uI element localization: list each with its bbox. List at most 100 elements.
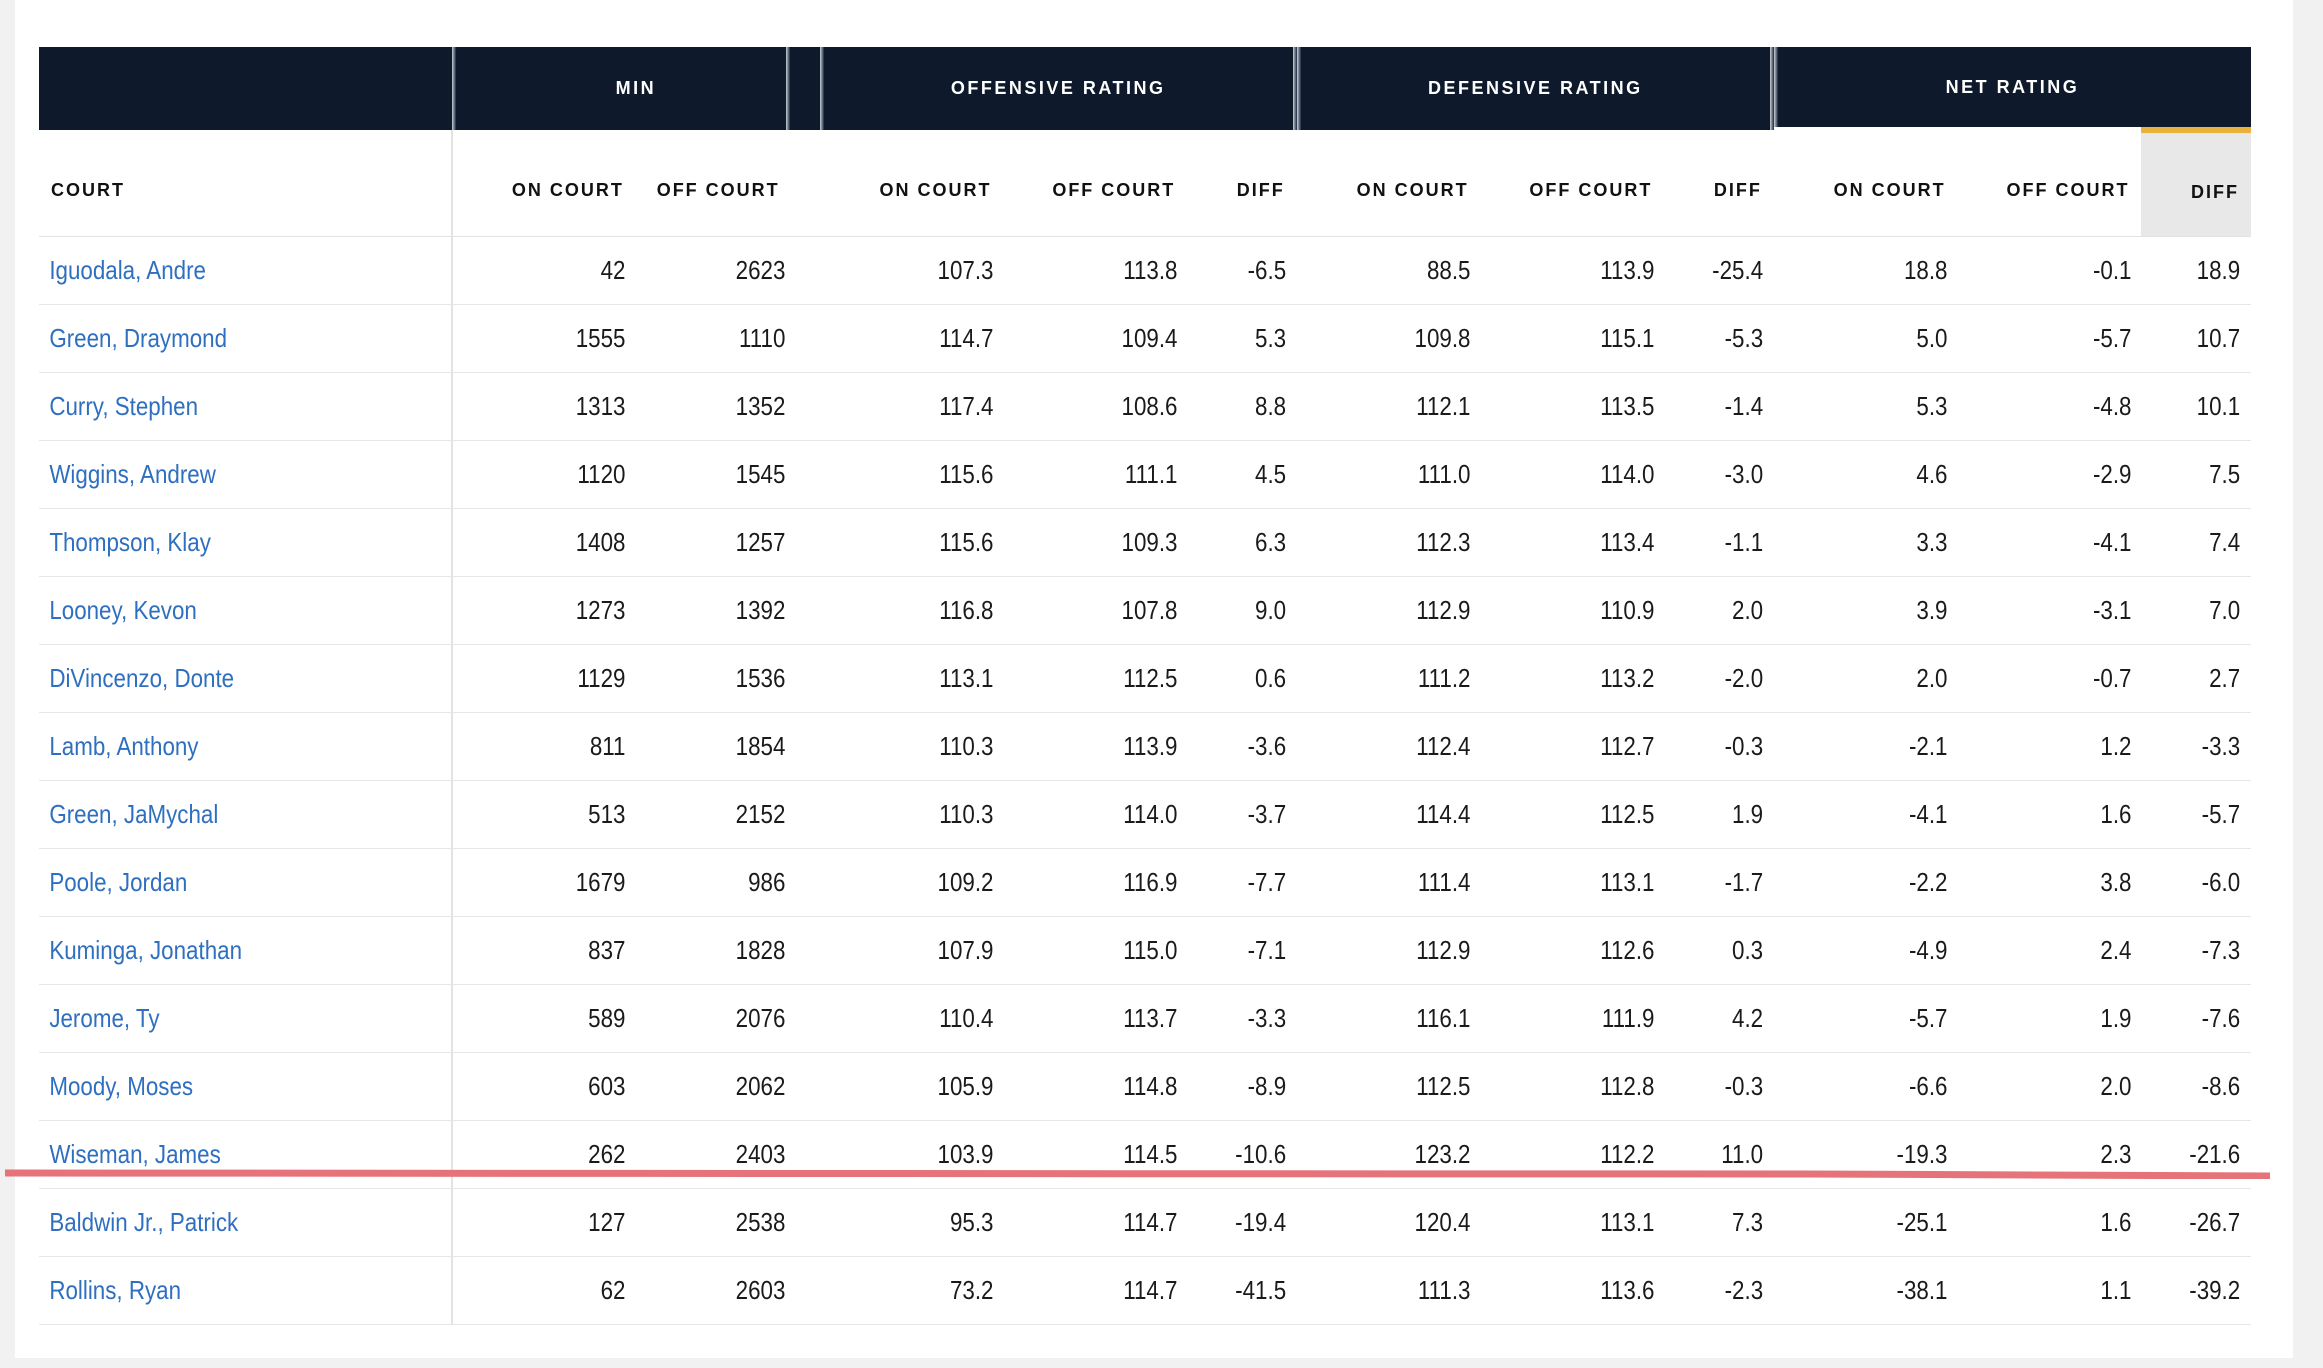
stat-off-off: 113.8 bbox=[1029, 236, 1188, 305]
player-name-link[interactable]: DiVincenzo, Donte bbox=[49, 662, 235, 693]
stat-def-diff: -3.0 bbox=[1679, 440, 1774, 509]
player-name-cell: Wiggins, Andrew bbox=[39, 440, 395, 509]
stat-def-diff: -1.7 bbox=[1679, 848, 1774, 917]
player-name-link[interactable]: Baldwin Jr., Patrick bbox=[49, 1206, 239, 1237]
stat-def-off: 115.1 bbox=[1506, 304, 1665, 373]
stat-def-on: 109.8 bbox=[1322, 304, 1481, 373]
column-header-def-on-court[interactable]: ON COURT bbox=[1296, 130, 1481, 237]
player-name-link[interactable]: Poole, Jordan bbox=[49, 866, 188, 897]
stat-def-diff: -2.0 bbox=[1679, 644, 1774, 713]
stat-min-off: 2623 bbox=[661, 236, 820, 305]
stat-def-off: 112.2 bbox=[1506, 1120, 1665, 1189]
stat-net-off: 1.6 bbox=[1983, 780, 2142, 849]
table-row: Moody, Moses 603 2062 105.9 114.8 -8.9 112.5 11… bbox=[39, 1052, 2251, 1121]
stat-off-off: 109.4 bbox=[1029, 304, 1188, 373]
stat-min-on: 811 bbox=[476, 712, 636, 781]
stat-net-diff: 10.7 bbox=[2156, 304, 2251, 373]
stat-off-on: 107.9 bbox=[845, 916, 1004, 985]
stat-min-on: 513 bbox=[476, 780, 636, 849]
column-header-def-diff[interactable]: DIFF bbox=[1664, 130, 1774, 237]
stat-def-on: 112.9 bbox=[1322, 576, 1481, 645]
stat-off-on: 110.3 bbox=[845, 780, 1004, 849]
stat-off-off: 114.8 bbox=[1029, 1052, 1188, 1121]
column-header-min-off-court[interactable]: OFF COURT bbox=[635, 130, 820, 237]
player-name-link[interactable]: Wiggins, Andrew bbox=[49, 458, 216, 489]
stat-net-diff: -39.2 bbox=[2156, 1256, 2251, 1325]
table-row: Baldwin Jr., Patrick 127 2538 95.3 114.7 -19.… bbox=[39, 1188, 2251, 1257]
stat-def-on: 114.4 bbox=[1322, 780, 1481, 849]
column-header-off-on-court[interactable]: ON COURT bbox=[819, 130, 1004, 237]
stat-def-off: 112.6 bbox=[1506, 916, 1665, 985]
stat-def-diff: 0.3 bbox=[1679, 916, 1774, 985]
stat-min-off: 1352 bbox=[661, 372, 820, 441]
stat-net-off: -0.1 bbox=[1983, 236, 2142, 305]
player-name-link[interactable]: Kuminga, Jonathan bbox=[49, 934, 243, 965]
stat-def-on: 112.3 bbox=[1322, 508, 1481, 577]
stat-def-off: 112.7 bbox=[1506, 712, 1665, 781]
stat-net-off: 3.8 bbox=[1983, 848, 2142, 917]
stat-net-off: -2.9 bbox=[1983, 440, 2142, 509]
player-name-link[interactable]: Wiseman, James bbox=[49, 1138, 221, 1169]
stat-min-off: 1545 bbox=[661, 440, 820, 509]
group-header-offensive: OFFENSIVE RATING bbox=[819, 47, 1297, 130]
stat-net-diff: 18.9 bbox=[2156, 236, 2251, 305]
stat-net-on: -25.1 bbox=[1799, 1188, 1958, 1257]
stat-def-off: 110.9 bbox=[1506, 576, 1665, 645]
stat-net-diff: -8.6 bbox=[2156, 1052, 2251, 1121]
stat-min-on: 1129 bbox=[476, 644, 636, 713]
group-divider bbox=[1292, 47, 1297, 130]
stat-off-off: 114.5 bbox=[1029, 1120, 1188, 1189]
group-header-defensive: DEFENSIVE RATING bbox=[1296, 47, 1774, 130]
stat-net-diff: 7.4 bbox=[2156, 508, 2251, 577]
column-header-net-diff-sorted[interactable]: DIFF bbox=[2141, 127, 2251, 237]
stat-min-on: 1273 bbox=[476, 576, 636, 645]
stat-off-off: 114.7 bbox=[1029, 1256, 1188, 1325]
table-row: Wiggins, Andrew 1120 1545 115.6 111.1 4.5 111.… bbox=[39, 440, 2251, 509]
stat-net-on: 5.3 bbox=[1799, 372, 1958, 441]
player-name-link[interactable]: Moody, Moses bbox=[49, 1070, 194, 1101]
stat-min-on: 262 bbox=[476, 1120, 636, 1189]
player-name-link[interactable]: Looney, Kevon bbox=[49, 594, 197, 625]
stat-min-on: 1679 bbox=[476, 848, 636, 917]
player-name-link[interactable]: Green, JaMychal bbox=[49, 798, 219, 829]
stat-min-off: 2603 bbox=[661, 1256, 820, 1325]
column-header-net-off-court[interactable]: OFF COURT bbox=[1957, 130, 2142, 237]
stat-def-off: 113.1 bbox=[1506, 848, 1665, 917]
stat-min-on: 837 bbox=[476, 916, 636, 985]
stat-off-on: 115.6 bbox=[845, 508, 1004, 577]
player-name-link[interactable]: Green, Draymond bbox=[49, 322, 228, 353]
player-name-link[interactable]: Rollins, Ryan bbox=[49, 1274, 182, 1305]
stat-net-off: 1.1 bbox=[1983, 1256, 2142, 1325]
player-name-link[interactable]: Lamb, Anthony bbox=[49, 730, 199, 761]
player-name-cell: Curry, Stephen bbox=[39, 372, 395, 441]
table-row: Green, JaMychal 513 2152 110.3 114.0 -3.7 114.… bbox=[39, 780, 2251, 849]
stat-def-diff: -0.3 bbox=[1679, 1052, 1774, 1121]
table-row: Green, Draymond 1555 1110 114.7 109.4 5.3 109.… bbox=[39, 304, 2251, 373]
column-header-def-off-court[interactable]: OFF COURT bbox=[1480, 130, 1665, 237]
stat-net-on: 5.0 bbox=[1799, 304, 1958, 373]
on-off-court-table: MIN OFFENSIVE RATING DEFENSIVE RATING NE… bbox=[39, 47, 2251, 1325]
stat-min-off: 2538 bbox=[661, 1188, 820, 1257]
group-header-net: NET RATING bbox=[1773, 47, 2251, 130]
table-row: Iguodala, Andre 42 2623 107.3 113.8 -6.5 88.5 1… bbox=[39, 236, 2251, 305]
stat-net-diff: -7.3 bbox=[2156, 916, 2251, 985]
stat-def-diff: -1.1 bbox=[1679, 508, 1774, 577]
player-name-link[interactable]: Iguodala, Andre bbox=[49, 254, 206, 285]
column-header-min-on-court[interactable]: ON COURT bbox=[451, 130, 636, 237]
stat-net-off: -4.8 bbox=[1983, 372, 2142, 441]
stat-off-off: 115.0 bbox=[1029, 916, 1188, 985]
player-name-link[interactable]: Thompson, Klay bbox=[49, 526, 211, 557]
stat-min-on: 1555 bbox=[476, 304, 636, 373]
column-header-off-off-court[interactable]: OFF COURT bbox=[1003, 130, 1188, 237]
stat-net-diff: -7.6 bbox=[2156, 984, 2251, 1053]
stat-net-diff: 10.1 bbox=[2156, 372, 2251, 441]
stat-off-on: 109.2 bbox=[845, 848, 1004, 917]
stat-net-diff: -6.0 bbox=[2156, 848, 2251, 917]
column-header-court[interactable]: COURT bbox=[39, 130, 453, 237]
player-name-link[interactable]: Jerome, Ty bbox=[49, 1002, 160, 1033]
column-header-net-on-court[interactable]: ON COURT bbox=[1773, 130, 1958, 237]
player-name-link[interactable]: Curry, Stephen bbox=[49, 390, 199, 421]
stat-net-diff: -3.3 bbox=[2156, 712, 2251, 781]
stat-def-off: 111.9 bbox=[1506, 984, 1665, 1053]
column-header-off-diff[interactable]: DIFF bbox=[1187, 130, 1297, 237]
